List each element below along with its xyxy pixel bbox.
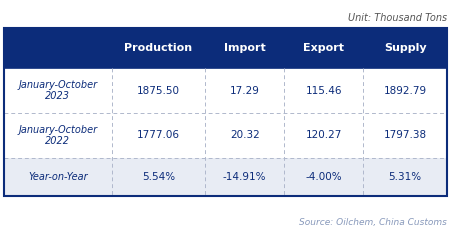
Text: 115.46: 115.46 <box>305 85 342 96</box>
Bar <box>4 113 447 158</box>
Text: Supply: Supply <box>384 43 426 53</box>
Text: Unit: Thousand Tons: Unit: Thousand Tons <box>348 13 447 23</box>
Text: 5.54%: 5.54% <box>142 172 175 182</box>
Text: -14.91%: -14.91% <box>223 172 267 182</box>
Text: Production: Production <box>124 43 193 53</box>
Text: -4.00%: -4.00% <box>305 172 342 182</box>
Text: Import: Import <box>224 43 266 53</box>
Text: 17.29: 17.29 <box>230 85 260 96</box>
Text: 20.32: 20.32 <box>230 131 259 140</box>
Text: 1892.79: 1892.79 <box>383 85 427 96</box>
Bar <box>4 28 447 68</box>
Text: January-October
2023: January-October 2023 <box>18 80 97 101</box>
Text: January-October
2022: January-October 2022 <box>18 125 97 146</box>
Bar <box>4 158 447 196</box>
Text: 1797.38: 1797.38 <box>383 131 427 140</box>
Text: Year-on-Year: Year-on-Year <box>28 172 87 182</box>
Bar <box>4 68 447 113</box>
Text: 1875.50: 1875.50 <box>137 85 180 96</box>
Text: 120.27: 120.27 <box>305 131 342 140</box>
Text: Export: Export <box>303 43 344 53</box>
Text: Source: Oilchem, China Customs: Source: Oilchem, China Customs <box>299 218 447 227</box>
Text: 1777.06: 1777.06 <box>137 131 180 140</box>
Bar <box>4 28 447 196</box>
Text: 5.31%: 5.31% <box>388 172 422 182</box>
